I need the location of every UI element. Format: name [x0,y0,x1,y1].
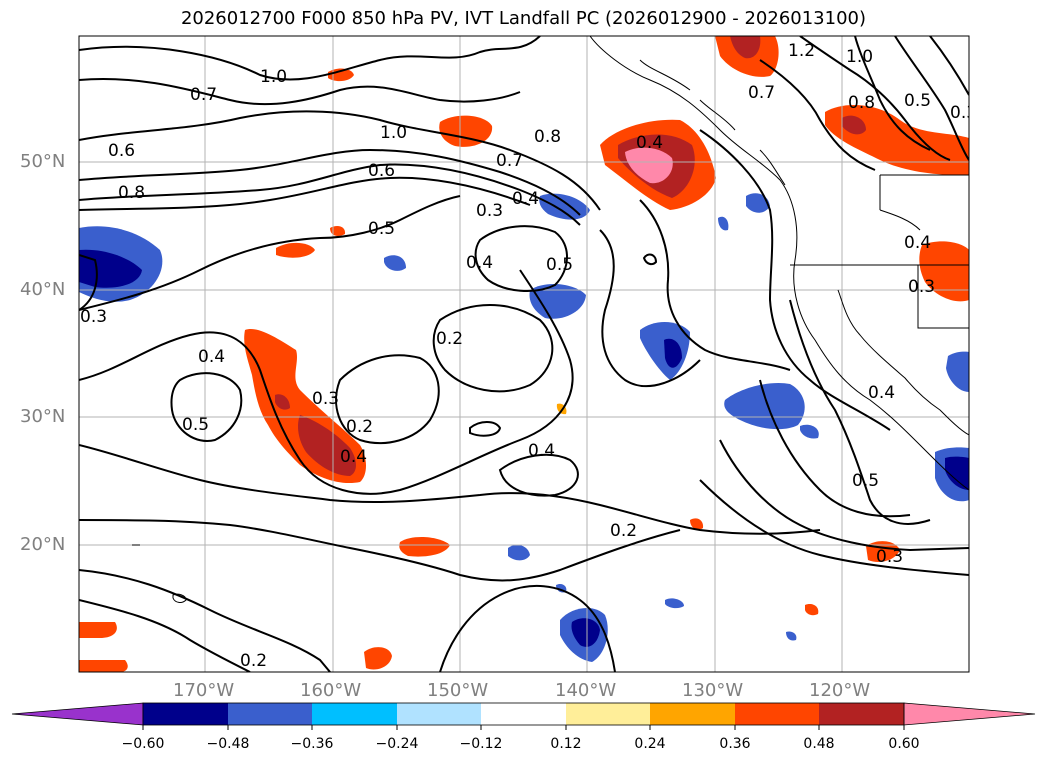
colorbar-tick-label: 0.24 [634,736,666,752]
lat-label-20n: 20°N [20,534,66,555]
contour-label: 0.2 [346,417,373,437]
shading-layer [79,36,969,672]
colorbar-extend-right [903,702,1036,726]
colorbar-segment [143,703,228,725]
colorbar-segment [312,703,397,725]
contour-label: 0.3 [312,389,339,409]
colorbar-tick-label: 0.48 [803,736,835,752]
contour-label: 0.8 [534,127,561,147]
contour-label: 0.4 [528,441,555,461]
contour-label: 0.4 [636,133,663,153]
colorbar-segment [735,703,819,725]
contour-label: 0.4 [466,253,493,273]
map-frame [78,35,970,673]
colorbar-segment [566,703,650,725]
lon-label-150w: 150°W [427,680,489,701]
lon-label-170w: 170°W [173,680,235,701]
colorbar-tick-label: 0.60 [888,736,920,752]
map-title: 2026012700 F000 850 hPa PV, IVT Landfall… [180,8,867,29]
contour-label: 0.5 [546,255,573,275]
lat-label-40n: 40°N [20,279,66,300]
lat-label-30n: 30°N [20,406,66,427]
colorbar-tick-label: −0.24 [375,736,419,752]
contour-label: 0.4 [198,347,225,367]
contour-label: 0.4 [904,233,931,253]
colorbar-tick-label: −0.12 [459,736,503,752]
contour-label: 0.8 [848,93,875,113]
colorbar-segment [397,703,481,725]
contour-label: 0.2 [610,521,637,541]
colorbar-extend-left [11,702,144,726]
colorbar-segment [481,703,566,725]
map-panel: 1.0 0.7 0.6 1.0 0.8 0.6 0.5 0.7 0.3 0.4 … [79,36,977,672]
contour-label: 0.7 [748,83,775,103]
colorbar-segment [650,703,735,725]
colorbar-tick-label: −0.60 [121,736,165,752]
colorbar-tick-label: 0.12 [550,736,582,752]
contour-label: 0.4 [868,383,895,403]
contour-label: 0.5 [368,219,395,239]
lon-label-160w: 160°W [300,680,362,701]
pv-contours [79,36,969,672]
contour-label: 0.2 [240,651,267,671]
contour-label: 0.6 [108,141,135,161]
contour-label: 0.7 [496,151,523,171]
contour-label: 1.0 [846,47,873,67]
contour-label: 0.3 [876,547,903,567]
contour-label: 0.4 [340,447,367,467]
lon-label-140w: 140°W [555,680,617,701]
coastlines [132,36,969,603]
contour-label: 0.6 [368,161,395,181]
contour-label: 0.3 [908,277,935,297]
lat-label-50n: 50°N [20,151,66,172]
contour-label: 0.5 [904,91,931,111]
contour-label: 0.8 [118,183,145,203]
lon-label-120w: 120°W [809,680,871,701]
contour-label: 0.5 [852,471,879,491]
colorbar-tick-label: −0.48 [206,736,250,752]
contour-label: 0.5 [182,415,209,435]
colorbar-tick-label: 0.36 [719,736,751,752]
contour-label: 0.4 [512,189,539,209]
contour-label: 0.2 [436,329,463,349]
contour-label: 1.2 [788,41,815,61]
colorbar-segment [228,703,312,725]
lon-label-130w: 130°W [682,680,744,701]
contour-label: 0.7 [190,85,217,105]
colorbar [11,702,1036,730]
contour-label: 0.3 [80,307,107,327]
contour-label: 0.3 [476,201,503,221]
contour-label: 1.0 [380,123,407,143]
colorbar-segment [819,703,904,725]
colorbar-tick-label: −0.36 [290,736,334,752]
contour-label-group: 1.0 0.7 0.6 1.0 0.8 0.6 0.5 0.7 0.3 0.4 … [80,41,977,671]
contour-label: 0.3 [950,103,977,123]
contour-label: 1.0 [260,67,287,87]
